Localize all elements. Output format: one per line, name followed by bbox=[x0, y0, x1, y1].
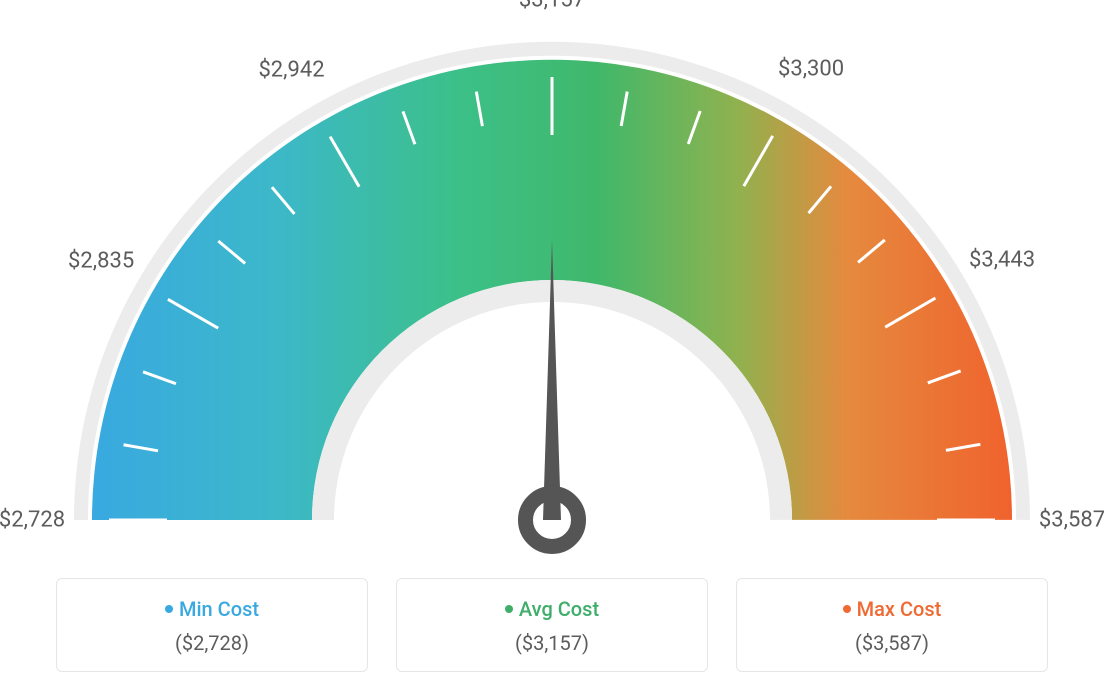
legend-card-max: Max Cost ($3,587) bbox=[736, 578, 1048, 672]
gauge-svg bbox=[0, 0, 1104, 560]
legend-title-avg: Avg Cost bbox=[397, 597, 707, 621]
gauge-tick-label: $3,157 bbox=[519, 0, 585, 13]
legend-title-max: Max Cost bbox=[737, 597, 1047, 621]
gauge-tick-label: $2,942 bbox=[258, 57, 324, 82]
gauge-area: $2,728 $2,835 $2,942 $3,157 $3,300 $3,443 $3,5… bbox=[0, 0, 1104, 560]
legend-dot-max bbox=[843, 605, 851, 613]
gauge-tick-label: $2,728 bbox=[0, 508, 65, 533]
legend-card-avg: Avg Cost ($3,157) bbox=[396, 578, 708, 672]
gauge-tick-label: $3,300 bbox=[778, 57, 844, 82]
legend-card-min: Min Cost ($2,728) bbox=[56, 578, 368, 672]
legend-dot-avg bbox=[505, 605, 513, 613]
legend-title-text-avg: Avg Cost bbox=[519, 597, 599, 621]
legend-value-max: ($3,587) bbox=[737, 631, 1047, 655]
legend-dot-min bbox=[165, 605, 173, 613]
gauge-tick-label: $3,443 bbox=[969, 247, 1035, 272]
legend-value-avg: ($3,157) bbox=[397, 631, 707, 655]
legend-title-text-min: Min Cost bbox=[179, 597, 259, 621]
legend-title-text-max: Max Cost bbox=[857, 597, 942, 621]
legend-value-min: ($2,728) bbox=[57, 631, 367, 655]
legend-title-min: Min Cost bbox=[57, 597, 367, 621]
gauge-tick-label: $3,587 bbox=[1039, 508, 1104, 533]
legend-row: Min Cost ($2,728) Avg Cost ($3,157) Max … bbox=[0, 578, 1104, 672]
gauge-tick-label: $2,835 bbox=[68, 248, 134, 273]
cost-gauge-widget: $2,728 $2,835 $2,942 $3,157 $3,300 $3,443 $3,5… bbox=[0, 0, 1104, 690]
